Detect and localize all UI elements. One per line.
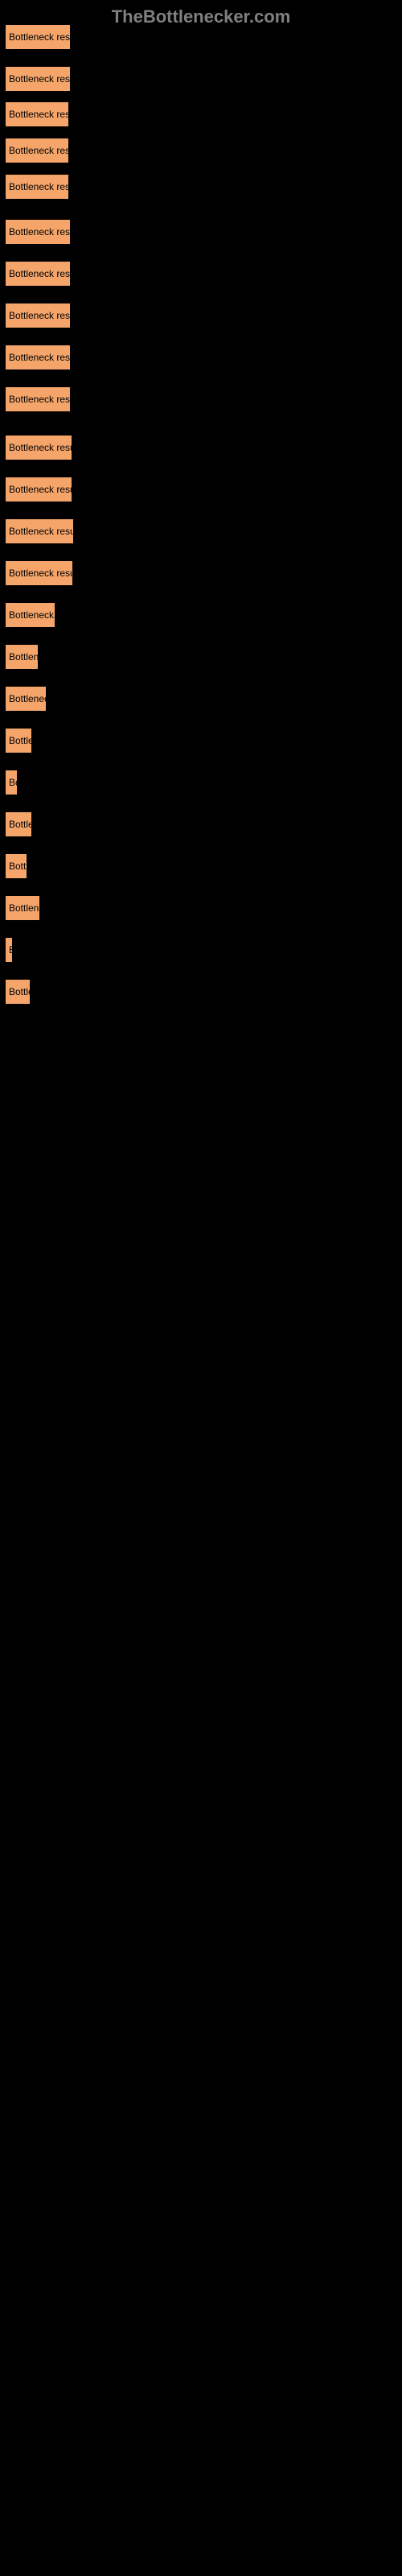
bottleneck-bar: Bottleneck result (5, 261, 71, 287)
bottleneck-bar: Bottleneck result (5, 518, 74, 544)
bottleneck-bar: Bottleneck result (5, 66, 71, 92)
bottleneck-bar: Bottleneck result (5, 644, 39, 670)
bottleneck-bar: Bottleneck result (5, 477, 72, 502)
bottleneck-bar: Bottleneck result (5, 853, 27, 879)
bottleneck-bar: Bottleneck result (5, 24, 71, 50)
bottleneck-bar: Bottleneck result (5, 895, 40, 921)
bottleneck-bar: Bottleneck result (5, 686, 47, 712)
bottleneck-bar: Bottleneck result (5, 303, 71, 328)
bottleneck-bar: Bottleneck result (5, 101, 69, 127)
bottleneck-bar: Bottleneck result (5, 811, 32, 837)
bottleneck-bar: Bottleneck result (5, 770, 18, 795)
bottleneck-bar: Bottleneck result (5, 602, 55, 628)
watermark-text: TheBottlenecker.com (112, 6, 291, 27)
bottleneck-bar: Bottleneck result (5, 174, 69, 200)
bottleneck-bar: Bottleneck result (5, 386, 71, 412)
bottleneck-bar: Bottleneck result (5, 219, 71, 245)
bottleneck-bar: Bottleneck result (5, 138, 69, 163)
bottleneck-bar: Bottleneck result (5, 345, 71, 370)
bottleneck-bar: Bottleneck result (5, 435, 72, 460)
bottleneck-bar: Bottleneck result (5, 728, 32, 753)
bottleneck-bar: Bottleneck result (5, 560, 73, 586)
bottleneck-bar: Bottleneck result (5, 979, 31, 1005)
bottleneck-bar: Bottleneck result (5, 937, 13, 963)
